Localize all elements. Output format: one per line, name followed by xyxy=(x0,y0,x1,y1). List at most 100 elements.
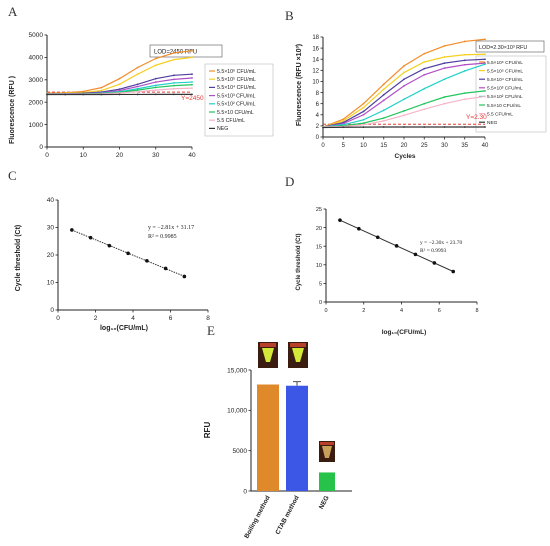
panel-b-x-tick-label: 10 xyxy=(360,143,367,149)
panel-a-data-point xyxy=(137,73,139,75)
panel-a-data-point xyxy=(173,93,175,95)
panel-b-y-tick-label: 4 xyxy=(316,113,320,119)
panel-b-data-point xyxy=(464,70,466,72)
panel-d-y-tick-label: 20 xyxy=(316,226,322,232)
panel-c-x-tick-label: 4 xyxy=(131,315,135,322)
panel-b-data-point xyxy=(342,120,344,122)
panel-a-data-point xyxy=(64,94,66,96)
panel-c-data-point xyxy=(183,275,187,279)
panel-a-data-point xyxy=(100,90,102,92)
panel-c-xlabel: log₁₀(CFU/mL) xyxy=(100,325,148,332)
panel-b-data-point xyxy=(322,127,324,129)
tube-image-boiling xyxy=(258,342,278,368)
panel-a-data-point xyxy=(191,57,193,59)
panel-c-y-tick-label: 20 xyxy=(47,252,55,259)
panel-c-data-point xyxy=(108,244,112,248)
panel-b-data-point xyxy=(423,126,425,128)
panel-c-data-point xyxy=(145,259,149,263)
panel-d-y-tick-label: 0 xyxy=(319,300,322,306)
panel-b-data-point xyxy=(484,53,486,55)
panel-c-data-point xyxy=(70,228,74,232)
panel-a-legend-label: 5.5×10⁵ CFU/mL xyxy=(217,77,256,83)
panel-a-y-tick-label: 2000 xyxy=(29,99,44,106)
panel-b-threshold-label: Y=2.30 xyxy=(466,114,487,121)
panel-d-y-tick-label: 5 xyxy=(319,282,322,288)
panel-e-bar-2 xyxy=(319,472,335,491)
panel-b-data-point xyxy=(363,111,365,113)
panel-d-data-point xyxy=(414,253,418,257)
panel-b-data-point xyxy=(444,62,446,64)
panel-a-data-point xyxy=(191,50,193,52)
panel-a-x-tick-label: 40 xyxy=(188,152,196,159)
panel-b-y-tick-label: 10 xyxy=(312,80,319,86)
panel-letter-a: A xyxy=(8,4,18,19)
panel-b-data-point xyxy=(484,63,486,65)
panel-a-data-point xyxy=(173,85,175,87)
panel-a-data-point xyxy=(155,94,157,96)
panel-b-data-point xyxy=(484,126,486,128)
panel-b-data-point xyxy=(363,107,365,109)
panel-b-data-point xyxy=(403,126,405,128)
panel-b-y-tick-label: 16 xyxy=(312,46,319,52)
panel-c-data-point xyxy=(126,252,130,256)
panel-b-data-point xyxy=(484,58,486,60)
panel-b-data-point xyxy=(383,126,385,128)
panel-c-r2: R² = 0.9985 xyxy=(148,234,177,240)
panel-a-data-point xyxy=(100,87,102,89)
panel-b-data-point xyxy=(464,126,466,128)
panel-b-y-tick-label: 14 xyxy=(312,57,319,63)
panel-d-chart: Cycle threshold (Ct) log₁₀(CFU/mL) y = −… xyxy=(296,207,479,336)
panel-b-chart: Fluorescence (RFU ×10³) Cycles LOD=2.30×… xyxy=(296,35,546,160)
panel-a-data-point xyxy=(100,94,102,96)
panel-a-data-point xyxy=(155,81,157,83)
panel-a-data-point xyxy=(191,81,193,83)
panel-d-data-point xyxy=(451,270,455,274)
panel-b-data-point xyxy=(444,45,446,47)
panel-letter-c: C xyxy=(8,168,17,183)
panel-b-data-point xyxy=(403,110,405,112)
panel-d-y-tick-label: 25 xyxy=(316,207,322,213)
panel-b-x-tick-label: 30 xyxy=(441,143,448,149)
panel-letter-b: B xyxy=(285,8,294,23)
panel-a-data-point xyxy=(191,77,193,79)
panel-d-y-tick-label: 15 xyxy=(316,244,322,250)
panel-d-data-point xyxy=(357,227,361,231)
panel-d-xlabel: log₁₀(CFU/mL) xyxy=(382,329,427,336)
panel-a-data-point xyxy=(173,82,175,84)
panel-b-data-point xyxy=(444,103,446,105)
panel-b-legend-label: 5.5×10² CFU/mL xyxy=(487,94,523,100)
panel-a-data-point xyxy=(82,94,84,96)
panel-b-data-point xyxy=(484,96,486,98)
panel-a-legend-label: 5.5 CFU/mL xyxy=(217,118,245,124)
panel-b-data-point xyxy=(444,126,446,128)
panel-a-data-point xyxy=(137,94,139,96)
panel-b-data-point xyxy=(383,117,385,119)
panel-e-bar-1 xyxy=(286,386,308,491)
panel-a-legend-label: 5.5×10 CFU/mL xyxy=(217,110,254,116)
panel-a-x-tick-label: 20 xyxy=(116,152,124,159)
panel-b-y-tick-label: 12 xyxy=(312,69,319,75)
panel-a-legend-label: NEG xyxy=(217,126,228,132)
panel-a-legend-label: 5.5×10³ CFU/mL xyxy=(217,93,256,99)
panel-a-threshold-label: Y=2450 xyxy=(181,95,204,102)
panel-b-data-point xyxy=(464,64,466,66)
panel-b-x-tick-label: 5 xyxy=(342,143,346,149)
panel-b-data-point xyxy=(363,103,365,105)
panel-a-data-point xyxy=(119,83,121,85)
panel-b-data-point xyxy=(383,109,385,111)
panel-a-y-tick-label: 5000 xyxy=(29,32,44,39)
panel-a-data-point xyxy=(191,84,193,86)
panel-b-x-tick-label: 40 xyxy=(482,143,489,149)
panel-b-data-point xyxy=(423,61,425,63)
panel-b-legend-label: 5.5×10⁵ CFU/mL xyxy=(487,68,523,74)
panel-a-y-tick-label: 0 xyxy=(39,144,43,151)
panel-c-equation: y = −2.81x + 31.17 xyxy=(148,225,194,231)
panel-a-data-point xyxy=(173,78,175,80)
panel-a-legend-label: 5.5×10⁴ CFU/mL xyxy=(217,85,256,91)
panel-b-legend-label: 5.5×10³ CFU/mL xyxy=(487,86,523,92)
panel-d-data-point xyxy=(433,261,437,265)
panel-b-legend-label: 5.5×10⁴ CFU/mL xyxy=(487,77,523,83)
panel-d-x-tick-label: 8 xyxy=(475,308,478,314)
panel-b-data-point xyxy=(403,114,405,116)
panel-c-x-tick-label: 2 xyxy=(94,315,98,322)
